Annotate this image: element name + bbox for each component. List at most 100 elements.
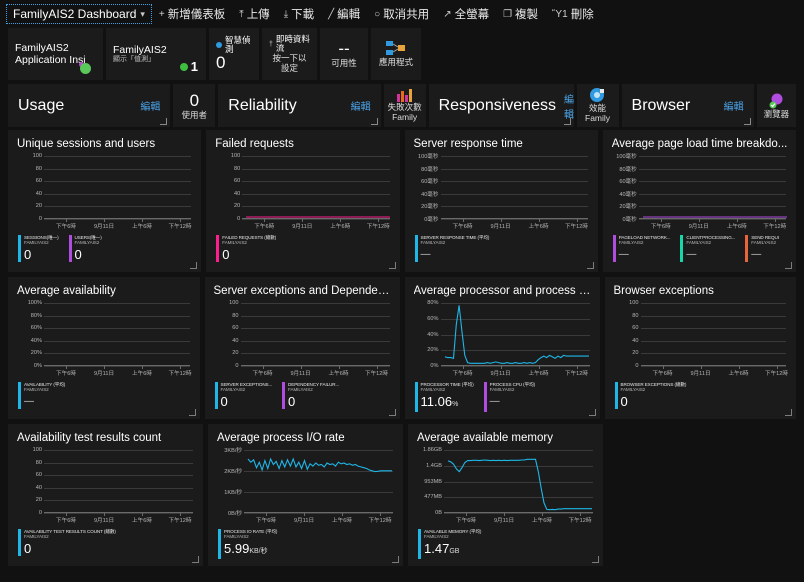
tile-smart-detection[interactable]: 智慧偵測 0 bbox=[209, 28, 259, 80]
resize-handle[interactable] bbox=[588, 409, 596, 416]
toolbar-item-label: 全螢幕 bbox=[454, 9, 490, 21]
chart-series-layer bbox=[241, 301, 401, 366]
legend-item[interactable]: SESSIONS(唯一) FAMILYAIS2 0 bbox=[18, 235, 59, 262]
section-summary-usage[interactable]: 0 使用者 bbox=[173, 84, 216, 127]
y-axis-tick-label: 20% bbox=[427, 347, 439, 354]
resize-handle[interactable] bbox=[192, 556, 199, 563]
legend-item[interactable]: PROCESSOR TIME (平均) FAMILYAIS2 11.06% bbox=[414, 382, 474, 412]
legend-item[interactable]: USERS(唯一) FAMILYAIS2 0 bbox=[68, 235, 102, 262]
section-title: Browser bbox=[631, 96, 691, 114]
legend-color-swatch bbox=[282, 382, 286, 409]
y-axis-tick-label: 80毫秒 bbox=[619, 166, 637, 173]
chart-card[interactable]: Server exceptions and Dependen... 100 80 60… bbox=[204, 277, 401, 419]
x-axis-tick bbox=[66, 366, 67, 369]
legend-item[interactable]: PROCESS IO RATE (平均) FAMILYAIS2 5.99KB/秒 bbox=[218, 529, 277, 559]
app-name-line1: FamilyAIS2 bbox=[15, 42, 69, 54]
legend-color-swatch bbox=[216, 235, 220, 262]
toolbar-download-button[interactable]: ⤓ 下載 bbox=[277, 4, 321, 24]
y-axis-tick-label: 80毫秒 bbox=[421, 166, 439, 173]
section-summary-responsiveness[interactable]: 效能 Family bbox=[576, 84, 619, 127]
legend-item[interactable]: AVAILABLE MEMORY (平均) FAMILYAIS2 1.47GB bbox=[418, 529, 481, 559]
toolbar-clone-button[interactable]: ❐ 複製 bbox=[496, 4, 545, 24]
chart-card[interactable]: Availability test results count 100 80 60 40… bbox=[8, 424, 203, 566]
resize-handle[interactable] bbox=[190, 262, 198, 269]
legend-item[interactable]: AVAILABILITY TEST RESULTS COUNT (總數) FAMI… bbox=[18, 529, 116, 556]
chart-legend: SERVER RESPONSE TIME (平均) FAMILYAIS2 — bbox=[414, 235, 592, 262]
legend-metric-scope: FAMILYAIS2 bbox=[288, 387, 313, 393]
section-summary-reliability[interactable]: 失敗次數 Family bbox=[383, 84, 426, 127]
resize-handle[interactable] bbox=[586, 262, 594, 269]
x-axis-tick bbox=[736, 219, 738, 222]
legend-item[interactable]: BROWSER EXCEPTIONS (總數) FAMILYAIS2 0 bbox=[614, 382, 686, 409]
gridline bbox=[240, 366, 390, 367]
toolbar-unshare-button[interactable]: ○ 取消共用 bbox=[367, 4, 436, 24]
chart-card[interactable]: Unique sessions and users 100 80 60 40 20 0 下午6… bbox=[8, 130, 202, 272]
summary-caption-2: Family bbox=[585, 113, 611, 123]
chart-card[interactable]: Average process I/O rate 3KB/秒 2KB/秒 1KB/秒 0… bbox=[208, 424, 403, 566]
x-axis-tick-label: 9月11日 bbox=[93, 518, 115, 524]
tile-app-name[interactable]: FamilyAIS2 Application Insi bbox=[8, 28, 103, 80]
toolbar-fullscreen-button[interactable]: ↗ 全螢幕 bbox=[436, 4, 496, 24]
health-title: FamilyAIS2 bbox=[113, 44, 167, 56]
legend-item[interactable]: PAGELOAD NETWORK... FAMILYAIS2 — bbox=[612, 235, 670, 262]
toolbar-item-label: 刪除 bbox=[570, 9, 594, 21]
x-axis-tick-label: 下午12時 bbox=[564, 224, 589, 230]
legend-item[interactable]: SERVER EXCEPTIONS... FAMILYAIS2 0 bbox=[214, 382, 272, 409]
legend-item[interactable]: SERVER RESPONSE TIME (平均) FAMILYAIS2 — bbox=[414, 235, 489, 262]
chart-card[interactable]: Browser exceptions 100 80 60 40 20 0 下午6時 9月11日 上… bbox=[604, 277, 796, 419]
resize-handle[interactable] bbox=[388, 262, 396, 269]
x-axis-tick-label: 9月11日 bbox=[493, 518, 515, 524]
toolbar-edit-button[interactable]: ╱ 編輯 bbox=[321, 4, 367, 24]
section-edit-link[interactable]: 編輯 bbox=[350, 102, 371, 113]
chart-card[interactable]: Average available memory 1.86GB 1.4GB 953MB… bbox=[408, 424, 603, 566]
resize-handle[interactable] bbox=[743, 118, 751, 125]
x-axis-tick bbox=[180, 366, 181, 369]
resize-handle[interactable] bbox=[563, 118, 571, 125]
resize-handle[interactable] bbox=[370, 118, 378, 125]
chart-card[interactable]: Server response time 100毫秒 80毫秒 60毫秒 40毫秒 20毫… bbox=[404, 130, 598, 272]
resize-handle[interactable] bbox=[388, 409, 396, 416]
toolbar-delete-button[interactable]: Ὕ1 刪除 bbox=[545, 4, 601, 24]
y-axis-tick-label: 0B bbox=[435, 510, 442, 516]
tile-application-map[interactable]: 應用程式 bbox=[371, 28, 421, 80]
resize-handle[interactable] bbox=[592, 556, 599, 563]
chart-card[interactable]: Average page load time breakdo... 100毫秒 80… bbox=[602, 130, 796, 272]
tile-availability[interactable]: -- 可用性 bbox=[320, 28, 368, 80]
section-summary-browser[interactable]: 瀏覽器 bbox=[756, 84, 796, 127]
x-axis-tick bbox=[380, 513, 381, 516]
legend-item[interactable]: AVAILABILITY (平均) FAMILYAIS2 — bbox=[18, 382, 65, 409]
legend-item[interactable]: DEPENDENCY FAILUR... FAMILYAIS2 0 bbox=[282, 382, 339, 409]
legend-item[interactable]: PROCESS CPU (平均) FAMILYAIS2 — bbox=[483, 382, 535, 412]
x-axis-tick-label: 下午6時 bbox=[252, 371, 273, 377]
dashboard-selector[interactable]: FamilyAIS2 Dashboard ▾ bbox=[6, 4, 152, 24]
chart-card[interactable]: Average availability 100% 80% 60% 40% 20% 0% 下午… bbox=[8, 277, 200, 419]
summary-caption: 失敗次數 bbox=[387, 102, 422, 112]
chart-grid: Unique sessions and users 100 80 60 40 20 0 下午6… bbox=[0, 130, 804, 566]
resize-handle[interactable] bbox=[160, 118, 168, 125]
section-edit-link[interactable]: 編輯 bbox=[723, 102, 744, 113]
section-edit-link[interactable]: 編輯 bbox=[140, 102, 161, 113]
x-axis-tick bbox=[340, 219, 342, 222]
chart-legend: SESSIONS(唯一) FAMILYAIS2 0 USERS(唯一) FAMILYAI… bbox=[18, 235, 195, 262]
legend-item[interactable]: FAILED REQUESTS (總數) FAMILYAIS2 0 bbox=[216, 235, 276, 262]
chart-row: Unique sessions and users 100 80 60 40 20 0 下午6… bbox=[8, 130, 796, 272]
tile-app-health[interactable]: FamilyAIS2 顯示「值測」 1 bbox=[106, 28, 206, 80]
toolbar-upload-button[interactable]: ⤒ 上傳 bbox=[232, 4, 276, 24]
legend-item[interactable]: CLIENTPROCESSING... FAMILYAIS2 — bbox=[680, 235, 735, 262]
chart-card[interactable]: Average processor and process C... 80% 60%… bbox=[404, 277, 600, 419]
toolbar-plus-button[interactable]: + 新增儀表板 bbox=[152, 4, 232, 24]
resize-handle[interactable] bbox=[392, 556, 399, 563]
x-axis-tick-label: 下午6時 bbox=[56, 371, 76, 377]
chart-legend: SERVER EXCEPTIONS... FAMILYAIS2 0 DEPENDENC… bbox=[214, 382, 394, 409]
legend-value-number: 11.06 bbox=[420, 393, 453, 409]
legend-value: — bbox=[686, 248, 697, 260]
chart-legend: BROWSER EXCEPTIONS (總數) FAMILYAIS2 0 bbox=[614, 382, 791, 409]
resize-handle[interactable] bbox=[188, 409, 196, 416]
section-edit-link[interactable]: 編輯 bbox=[563, 94, 574, 121]
summary-value: 0 bbox=[189, 90, 200, 110]
legend-item[interactable]: SEND REQUI FAMILYAIS2 — bbox=[745, 235, 779, 262]
resize-handle[interactable] bbox=[785, 262, 792, 269]
resize-handle[interactable] bbox=[785, 409, 792, 416]
chart-card[interactable]: Failed requests 100 80 60 40 20 0 下午6時 9月11日 上午6時… bbox=[206, 130, 400, 272]
tile-live-stream[interactable]: † 即時資料流 按一下以設定 bbox=[262, 28, 317, 80]
